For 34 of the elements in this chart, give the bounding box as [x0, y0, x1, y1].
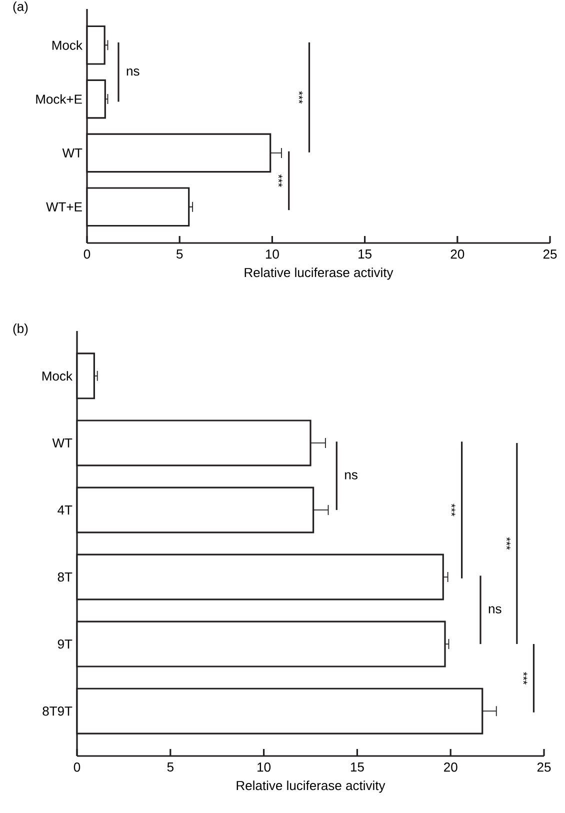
x-tick-label: 15 [358, 250, 372, 259]
annotation: ns [126, 68, 140, 76]
y-tick-label: WT [62, 148, 82, 158]
annotation: ns [488, 606, 502, 614]
annotation: *** [523, 672, 528, 684]
chart-title: (a) [13, 2, 28, 14]
x-tick-label: 5 [176, 250, 183, 259]
y-tick-label: Mock+E [36, 94, 82, 104]
x-axis-title: Relative luciferase activity [244, 268, 394, 280]
x-tick-label: 0 [74, 762, 80, 772]
annotation: *** [278, 174, 282, 187]
y-tick-label: 8T9T [42, 706, 72, 716]
y-tick-label: Mock [42, 371, 72, 381]
annotation: *** [298, 91, 303, 104]
x-tick-label: 10 [266, 250, 279, 259]
y-tick-label: 8T [58, 572, 72, 582]
x-tick-label: 20 [450, 250, 464, 259]
x-tick-label: 25 [537, 762, 551, 772]
annotation: *** [451, 504, 456, 516]
y-tick-label: 9T [58, 639, 72, 649]
annotation: ns [345, 472, 358, 480]
x-tick-label: 5 [167, 762, 174, 772]
x-axis-title: Relative luciferase activity [236, 780, 386, 793]
y-tick-label: WT [52, 438, 72, 448]
x-tick-label: 10 [258, 762, 271, 772]
y-tick-label: Mock [52, 40, 82, 50]
x-tick-label: 0 [84, 250, 90, 259]
x-tick-label: 25 [543, 250, 557, 259]
x-tick-label: 15 [350, 762, 364, 772]
y-tick-label: WT+E [46, 202, 82, 212]
chart-title: (b) [13, 324, 28, 336]
x-tick-label: 20 [444, 762, 458, 772]
annotation: *** [506, 537, 510, 550]
y-tick-label: 4T [58, 506, 72, 514]
